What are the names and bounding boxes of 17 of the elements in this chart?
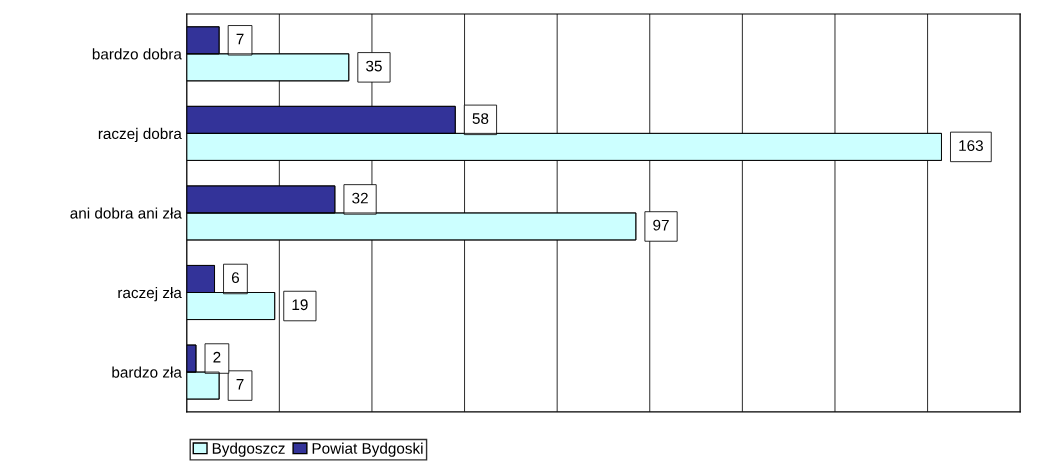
data-label: 7 (236, 379, 244, 390)
legend-label: Bydgoszcz (212, 442, 285, 457)
y-tick-label: bardzo zła (112, 366, 182, 378)
y-tick-label: bardzo dobra (92, 48, 182, 60)
data-label: 163 (959, 140, 983, 152)
data-label: 19 (292, 299, 308, 311)
data-label: 32 (352, 192, 368, 204)
data-label: 7 (236, 33, 244, 45)
data-label: 6 (231, 272, 240, 284)
legend-label: Powiat Bydgoski (312, 442, 423, 457)
y-tick-label: ani dobra ani zła (70, 207, 182, 219)
data-label: 2 (213, 351, 221, 363)
y-tick-label: raczej zła (118, 286, 182, 302)
y-tick-label: raczej dobra (98, 127, 182, 143)
data-label: 58 (472, 113, 489, 124)
data-label: 35 (366, 60, 382, 72)
data-label: 97 (653, 219, 669, 231)
